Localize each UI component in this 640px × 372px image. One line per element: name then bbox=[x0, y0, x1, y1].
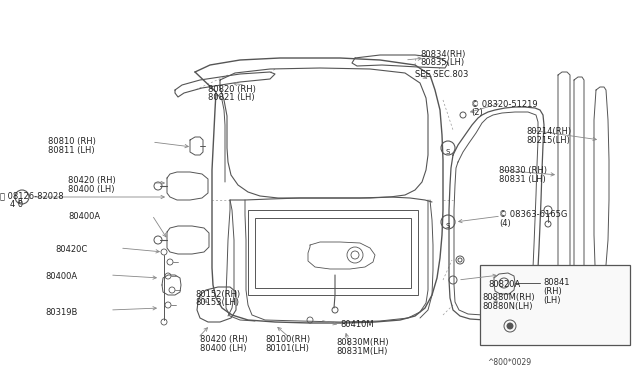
Text: 80841: 80841 bbox=[543, 278, 570, 287]
Text: 80820 (RH): 80820 (RH) bbox=[208, 85, 256, 94]
Text: (LH): (LH) bbox=[543, 296, 561, 305]
Text: 80215(LH): 80215(LH) bbox=[526, 136, 570, 145]
Text: 80420 (RH): 80420 (RH) bbox=[68, 176, 116, 185]
Text: SEE SEC.803: SEE SEC.803 bbox=[415, 70, 468, 79]
Text: 80100(RH): 80100(RH) bbox=[265, 335, 310, 344]
Text: 80400A: 80400A bbox=[45, 272, 77, 281]
Text: S: S bbox=[446, 223, 450, 229]
Text: 80420C: 80420C bbox=[55, 245, 87, 254]
Text: Ⓑ 08126-82028: Ⓑ 08126-82028 bbox=[0, 191, 63, 200]
Text: © 08363-6165G: © 08363-6165G bbox=[499, 210, 568, 219]
Text: 80420 (RH): 80420 (RH) bbox=[200, 335, 248, 344]
Text: (4): (4) bbox=[499, 219, 511, 228]
Text: 80153(LH): 80153(LH) bbox=[195, 298, 239, 307]
Text: © 08320-51219: © 08320-51219 bbox=[471, 100, 538, 109]
Text: 80319B: 80319B bbox=[45, 308, 77, 317]
Text: 80821 (LH): 80821 (LH) bbox=[208, 93, 255, 102]
Text: 80830M(RH): 80830M(RH) bbox=[336, 338, 388, 347]
Text: 80152(RH): 80152(RH) bbox=[195, 290, 240, 299]
Text: 80400A: 80400A bbox=[68, 212, 100, 221]
Text: 80880M(RH): 80880M(RH) bbox=[482, 293, 534, 302]
Text: (RH): (RH) bbox=[543, 287, 562, 296]
Text: 80400 (LH): 80400 (LH) bbox=[68, 185, 115, 194]
Text: 80830 (RH): 80830 (RH) bbox=[499, 166, 547, 175]
Text: ^800*0029: ^800*0029 bbox=[487, 358, 531, 367]
Text: 80880N(LH): 80880N(LH) bbox=[482, 302, 532, 311]
Text: 4 0: 4 0 bbox=[10, 200, 23, 209]
Text: S: S bbox=[446, 149, 450, 155]
Text: 80831 (LH): 80831 (LH) bbox=[499, 175, 546, 184]
Circle shape bbox=[507, 323, 513, 329]
Text: 80410M: 80410M bbox=[340, 320, 374, 329]
Text: 80214(RH): 80214(RH) bbox=[526, 127, 571, 136]
Text: 80831M(LH): 80831M(LH) bbox=[336, 347, 387, 356]
Text: 80811 (LH): 80811 (LH) bbox=[48, 146, 95, 155]
Text: 80820A: 80820A bbox=[488, 280, 520, 289]
Bar bbox=[255, 218, 411, 288]
Text: 80834(RH): 80834(RH) bbox=[420, 50, 465, 59]
Text: (2): (2) bbox=[471, 108, 483, 117]
Bar bbox=[248, 210, 418, 295]
Text: 80835(LH): 80835(LH) bbox=[420, 58, 464, 67]
Bar bbox=[480, 265, 630, 345]
Text: 80101(LH): 80101(LH) bbox=[265, 344, 309, 353]
Text: 80400 (LH): 80400 (LH) bbox=[200, 344, 246, 353]
Text: B: B bbox=[18, 198, 22, 204]
Text: 80810 (RH): 80810 (RH) bbox=[48, 137, 96, 146]
